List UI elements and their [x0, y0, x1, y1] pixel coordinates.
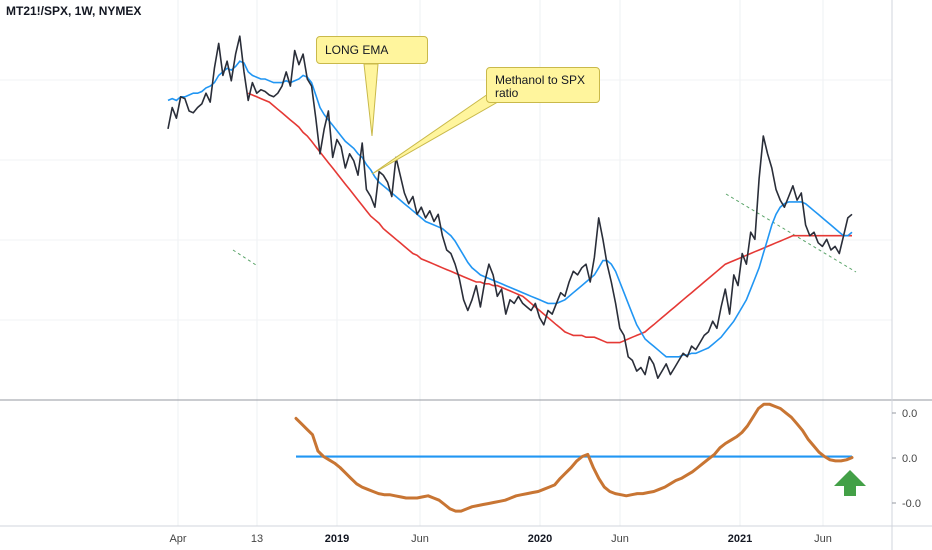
- osc-tick-label-1: 0.0: [902, 453, 917, 465]
- trendline-left: [232, 249, 257, 266]
- oscillator-layer: [294, 402, 866, 513]
- arrow-up-icon: [834, 470, 866, 496]
- long-ema-callout[interactable]: LONG EMA: [316, 36, 428, 64]
- methanol-ratio-callout-text: Methanol to SPX ratio: [495, 73, 586, 100]
- trendline-layer: [232, 193, 857, 273]
- x-tick-label-3: Jun: [411, 533, 429, 545]
- long-ema-callout-pointer: [363, 63, 379, 137]
- price-ratio-line: [167, 35, 853, 379]
- symbol-title: MT21!/SPX, 1W, NYMEX: [6, 4, 142, 18]
- main-series-layer: [167, 35, 853, 379]
- oscillator-line: [294, 402, 854, 513]
- osc-tick-label-0: 0.0: [902, 408, 917, 420]
- long-ema-line: [247, 92, 852, 344]
- x-tick-label-2: 2019: [325, 533, 349, 545]
- x-tick-label-7: Jun: [814, 533, 832, 545]
- x-tick-label-4: 2020: [528, 533, 552, 545]
- short-ema-line: [167, 60, 853, 358]
- x-tick-label-5: Jun: [611, 533, 629, 545]
- long-ema-callout-text: LONG EMA: [325, 43, 389, 57]
- x-tick-label-6: 2021: [728, 533, 752, 545]
- grid-layer: [0, 0, 892, 526]
- trendline-right: [725, 193, 857, 273]
- methanol-ratio-callout[interactable]: Methanol to SPX ratio: [486, 67, 600, 103]
- x-tick-label-0: Apr: [169, 533, 186, 545]
- x-tick-label-1: 13: [251, 533, 263, 545]
- osc-tick-label-2: -0.0: [902, 498, 921, 510]
- methanol-ratio-callout-pointer: [371, 93, 497, 175]
